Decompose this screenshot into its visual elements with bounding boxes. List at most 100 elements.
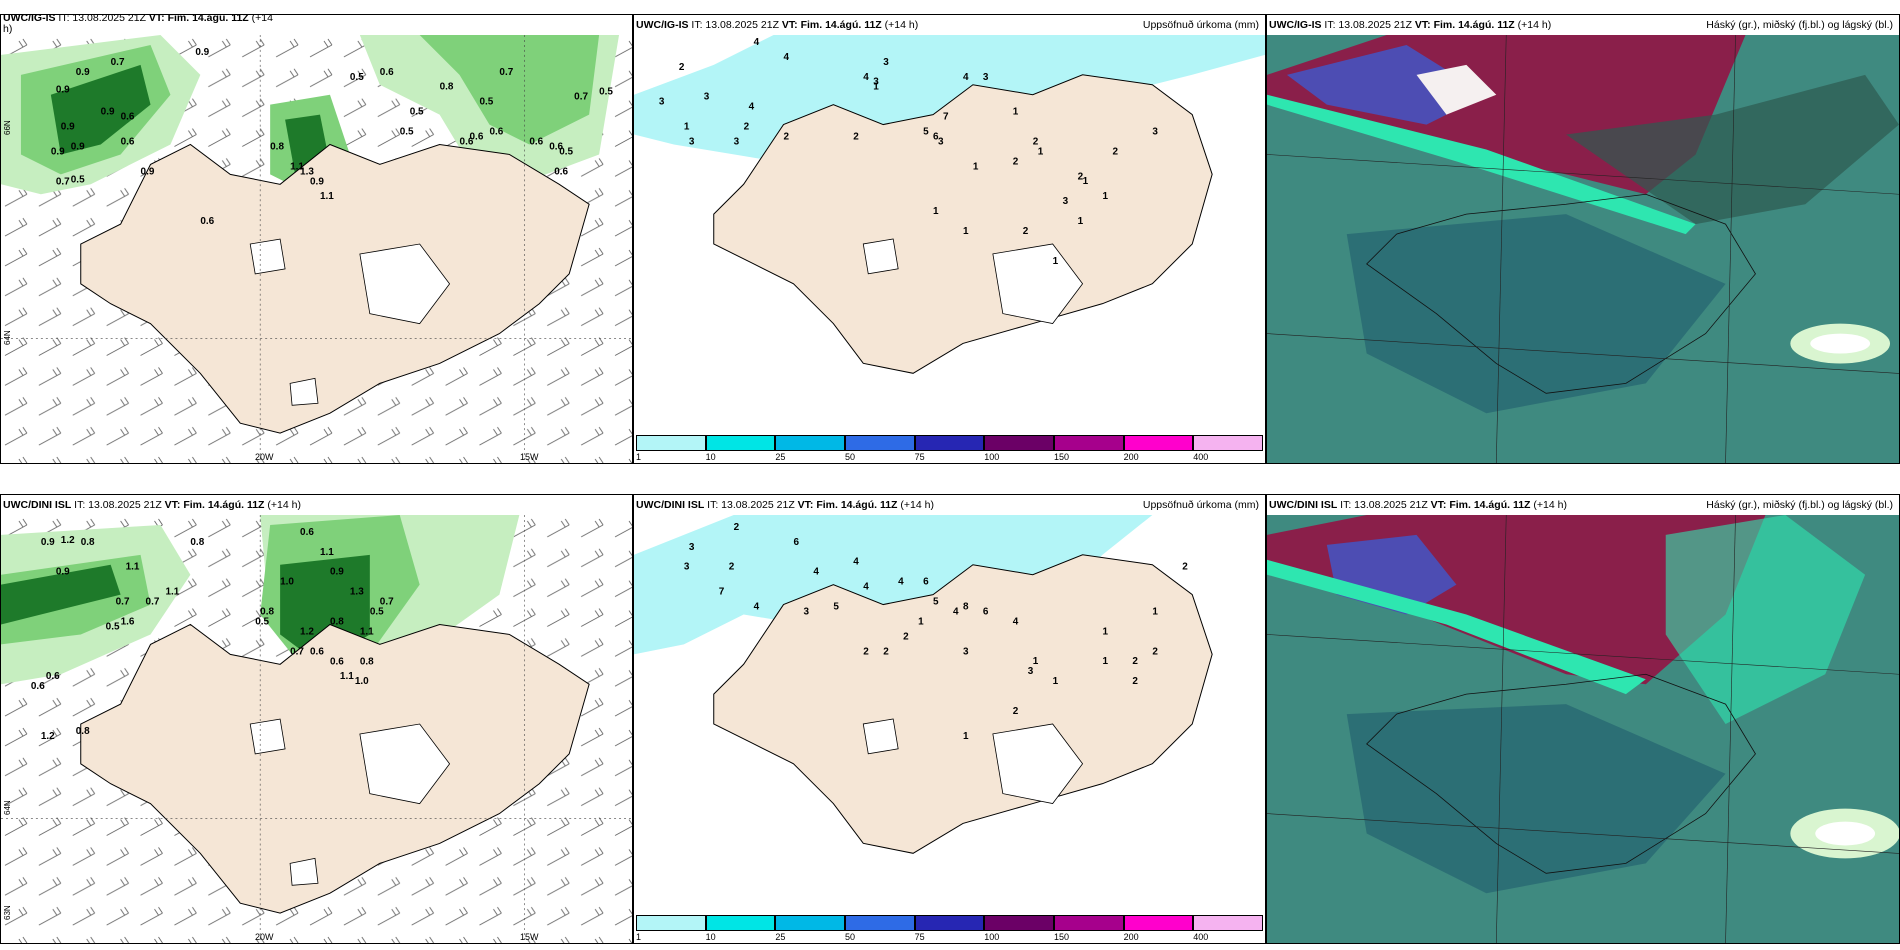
colorbar-tick: 1 (636, 932, 642, 942)
panel-header: UWC/DINI ISL IT: 13.08.2025 21Z VT: Fim.… (3, 498, 628, 512)
panel-header: UWC/IG-IS IT: 13.08.2025 21Z VT: Fim. 14… (636, 18, 1261, 32)
value-label: 2 (1182, 562, 1188, 573)
valid-time: VT: Fim. 14.ágú. 11Z (781, 19, 882, 31)
map-area[interactable] (1267, 35, 1899, 463)
field-title: Uppsöfnuð úrkoma (mm) (1142, 499, 1259, 511)
colorbar-seg-7 (1053, 915, 1124, 931)
panel-header: UWC/IG-IS IT: 13.08.2025 21Z VT: Fim. 14… (1269, 18, 1895, 32)
value-label: 0.5 (71, 174, 85, 185)
init-time: IT: 13.08.2025 21Z (707, 499, 795, 511)
value-label: 0.5 (370, 607, 384, 618)
value-label: 5 (923, 127, 929, 138)
valid-time: VT: Fim. 14.ágú. 11Z (148, 14, 249, 24)
value-label: 4 (898, 577, 904, 588)
value-label: 0.7 (499, 67, 513, 78)
value-label: 0.5 (559, 146, 573, 157)
value-label: 1.2 (41, 731, 55, 742)
value-label: 1 (1083, 176, 1089, 187)
value-label: 0.7 (380, 597, 394, 608)
map-area[interactable]: 0.9 1.2 0.8 0.9 1.1 0.7 0.5 1.6 1.1 0.8 0.7 0.6 0.6 1… (1, 515, 632, 943)
value-label: 0.6 (300, 527, 314, 538)
model-name: UWC/DINI ISL (636, 499, 705, 511)
panel-bottom-left-wind: UWC/DINI ISL IT: 13.08.2025 21Z VT: Fim.… (0, 494, 633, 944)
value-label: 0.6 (310, 646, 324, 657)
value-label: 0.5 (410, 107, 424, 118)
colorbar-tick: 200 (1123, 932, 1139, 942)
panel-top-mid-precip: UWC/IG-IS IT: 13.08.2025 21Z VT: Fim. 14… (633, 14, 1266, 464)
value-label: 4 (754, 602, 760, 613)
colorbar-tick: 150 (1053, 932, 1069, 942)
value-label: 0.8 (190, 537, 204, 548)
value-label: 0.5 (400, 127, 414, 138)
panel-header: UWC/DINI ISL IT: 13.08.2025 21Z VT: Fim.… (1269, 498, 1895, 512)
valid-time: VT: Fim. 14.ágú. 11Z (797, 499, 898, 511)
lat-label-64n: 64N (3, 330, 12, 345)
value-label: 0.9 (51, 146, 65, 157)
value-label: 3 (963, 646, 969, 657)
value-label: 1.2 (300, 626, 314, 637)
value-labels: 0.90.90.70.90.60.9 0.90.90.60.90.90.50.70… (51, 47, 614, 227)
map-area[interactable]: 0.9 0.9 0.7 0.9 0.6 0.9 0.9 0.9 0.6 0.9 0.9 0.5 0.7 0… (1, 35, 632, 463)
colorbar-seg-9 (1193, 915, 1263, 931)
colorbar-tick: 25 (775, 932, 786, 942)
lead-time-wrap: h) (3, 23, 13, 35)
value-label: 1 (973, 161, 979, 172)
value-label: 0.9 (141, 166, 155, 177)
value-label: 1.6 (121, 616, 135, 627)
value-label: 0.8 (270, 141, 284, 152)
value-label: 1.1 (290, 161, 304, 172)
value-label: 1.1 (165, 587, 179, 598)
value-label: 2 (784, 131, 790, 142)
value-label: 4 (963, 72, 969, 83)
precip-green-fields (1, 35, 620, 195)
init-time: IT: 13.08.2025 21Z (1324, 19, 1412, 31)
value-label: 3 (983, 72, 989, 83)
value-label: 0.7 (574, 92, 588, 103)
colorbar-tick: 400 (1193, 452, 1209, 462)
panel-bottom-mid-precip: UWC/DINI ISL IT: 13.08.2025 21Z VT: Fim.… (633, 494, 1266, 944)
lead-time: (+14 h) (267, 499, 301, 511)
value-label: 0.9 (56, 85, 70, 96)
value-label: 2 (1152, 646, 1158, 657)
value-label: 0.9 (310, 176, 324, 187)
value-label: 6 (793, 537, 799, 548)
value-label: 1 (1152, 607, 1158, 618)
map-area[interactable] (1267, 515, 1899, 943)
colorbar-seg-5 (914, 915, 985, 931)
colorbar-seg-9 (1193, 435, 1263, 451)
colorbar-seg-5 (914, 435, 985, 451)
init-time: IT: 13.08.2025 21Z (1340, 499, 1428, 511)
cloud-map (1267, 515, 1899, 943)
lon-label-20w: 20W (255, 452, 274, 462)
value-label: 0.7 (116, 597, 130, 608)
value-label: 3 (1152, 127, 1158, 138)
colorbar-tick: 10 (705, 932, 716, 942)
value-label: 2 (734, 522, 740, 533)
value-label: 4 (863, 72, 869, 83)
value-label: 3 (734, 136, 740, 147)
lon-label-20w: 20W (255, 932, 274, 942)
value-label: 4 (784, 52, 790, 63)
value-label: 2 (903, 631, 909, 642)
colorbar-tick: 10 (705, 452, 716, 462)
value-label: 1 (933, 206, 939, 217)
value-label: 3 (873, 77, 879, 88)
value-label: 1.1 (340, 671, 354, 682)
colorbar-seg-3 (775, 435, 845, 451)
value-label: 2 (1023, 226, 1029, 237)
colorbar-seg-4 (844, 915, 915, 931)
value-label: 1.2 (61, 535, 75, 546)
value-label: 4 (1013, 616, 1019, 627)
value-label: 1.0 (355, 676, 369, 687)
field-title: Uppsöfnuð úrkoma (mm) (1142, 19, 1259, 31)
value-label: 3 (684, 562, 690, 573)
colorbar-tick: 50 (844, 932, 855, 942)
colorbar-tick: 75 (914, 452, 925, 462)
model-name: UWC/IG-IS (636, 19, 689, 31)
panel-bottom-right-clouds: UWC/DINI ISL IT: 13.08.2025 21Z VT: Fim.… (1266, 494, 1900, 944)
